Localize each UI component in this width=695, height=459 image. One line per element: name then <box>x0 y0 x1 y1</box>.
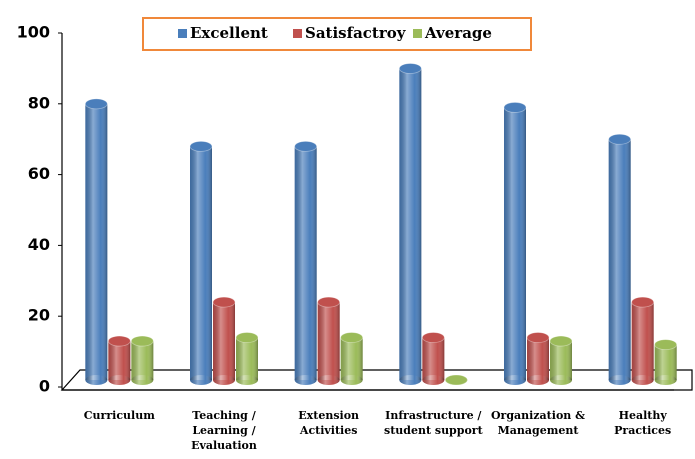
bar <box>608 133 632 385</box>
bar-top <box>444 374 468 386</box>
bar <box>654 339 678 385</box>
x-tick-label: Extension Activities <box>298 409 359 437</box>
bar <box>398 63 422 385</box>
shading <box>504 375 526 385</box>
shading <box>317 302 340 380</box>
shading <box>654 375 677 385</box>
shading <box>422 337 445 380</box>
shading <box>340 337 363 380</box>
legend-swatch <box>293 29 302 38</box>
legend-label: Average <box>424 24 492 42</box>
shading <box>85 103 108 380</box>
legend-swatch <box>413 29 422 38</box>
shading <box>399 68 422 380</box>
shading <box>213 302 235 380</box>
bar <box>317 296 341 385</box>
bar-top <box>526 332 550 343</box>
shading <box>504 107 526 381</box>
shading <box>108 375 131 385</box>
bar-top <box>654 339 678 351</box>
bar-top <box>317 296 341 308</box>
shading <box>131 341 154 380</box>
shading <box>340 375 363 385</box>
shading <box>608 375 631 385</box>
y-tick-label: 100 <box>17 23 50 42</box>
x-tick-label: Organization & Management <box>491 409 585 437</box>
bar-top <box>421 332 445 343</box>
bar <box>444 374 468 386</box>
y-tick-label: 0 <box>39 377 50 396</box>
x-tick-label: Infrastructure / student support <box>384 409 484 437</box>
bar-top <box>294 140 318 152</box>
shading <box>422 375 445 385</box>
shading <box>608 139 631 380</box>
legend <box>142 17 532 51</box>
y-tick-label: 40 <box>28 235 50 254</box>
y-tick-label: 60 <box>28 164 50 183</box>
shading <box>294 375 317 385</box>
bar <box>189 140 213 385</box>
x-tick-label: Teaching / Learning / Evaluation <box>191 409 257 452</box>
shading <box>550 375 572 385</box>
shading <box>399 375 422 385</box>
shading <box>631 375 654 385</box>
shading <box>236 337 258 380</box>
bar-top <box>631 296 655 308</box>
bar-top <box>189 140 213 152</box>
bar-top <box>398 63 422 74</box>
shading <box>131 375 154 385</box>
bar-top <box>340 332 364 343</box>
bar <box>235 332 259 385</box>
bar <box>421 332 445 385</box>
shading <box>317 375 340 385</box>
bar-top <box>130 335 154 347</box>
legend-swatch <box>178 29 187 38</box>
shading <box>108 341 131 380</box>
shading <box>85 375 108 385</box>
y-tick-label: 20 <box>28 306 50 325</box>
bar <box>130 335 154 385</box>
bar-top <box>84 98 108 110</box>
legend-label: Satisfactroy <box>305 24 407 42</box>
bar <box>549 335 573 385</box>
bar <box>631 296 655 385</box>
shading <box>190 375 212 385</box>
shading <box>213 375 235 385</box>
shading <box>654 344 677 380</box>
legend-label: Excellent <box>190 24 268 42</box>
shading <box>631 302 654 380</box>
floor <box>60 369 693 391</box>
shading <box>527 337 549 380</box>
bar <box>212 296 236 385</box>
bar <box>340 332 364 385</box>
y-tick-label: 80 <box>28 93 50 112</box>
bar-top <box>549 335 573 347</box>
bar-top <box>107 335 131 347</box>
shading <box>550 341 572 380</box>
bar-top <box>503 102 527 113</box>
bar <box>107 335 131 385</box>
x-tick-label: Curriculum <box>84 409 155 422</box>
shading <box>236 375 258 385</box>
x-tick-label: Healthy Practices <box>614 409 671 437</box>
bar-top <box>212 296 236 308</box>
bar <box>84 98 108 385</box>
bar-top <box>235 332 259 343</box>
bar <box>526 332 550 385</box>
bar <box>503 102 527 385</box>
shading <box>294 146 317 380</box>
bar-top <box>608 133 632 145</box>
shading <box>527 375 549 385</box>
bar <box>294 140 318 385</box>
shading <box>190 146 212 380</box>
